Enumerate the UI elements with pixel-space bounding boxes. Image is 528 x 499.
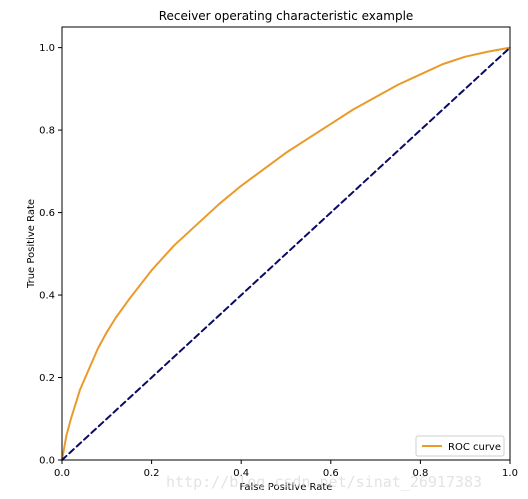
y-tick-label: 0.2: [39, 373, 55, 384]
plot-frame: [61, 26, 511, 461]
y-tick-label: 1.0: [39, 43, 55, 54]
x-tick-label: 0.0: [54, 468, 70, 479]
roc-curve-line: [61, 46, 511, 461]
ticks-layer: 0.0 0.2 0.4 0.6 0.8 1.0 0.0 0.2 0.4 0.6 0.8 1.0: [39, 43, 518, 479]
legend: ROC curve: [415, 435, 505, 457]
legend-box: [415, 435, 505, 457]
x-tick-label: 1.0: [502, 468, 518, 479]
y-tick-label: 0.4: [39, 291, 55, 302]
x-tick-label: 0.6: [323, 468, 339, 479]
y-tick-label: 0.8: [39, 126, 55, 137]
plot-area: [62, 27, 510, 460]
y-axis-label: True Positive Rate: [26, 199, 37, 289]
y-tick-label: 0.6: [39, 208, 55, 219]
chart-title: Receiver operating characteristic exampl…: [159, 9, 414, 23]
plot-layer: [61, 26, 511, 461]
x-tick-label: 0.2: [144, 468, 160, 479]
diagonal-reference-line: [61, 46, 511, 461]
y-tick-label: 0.0: [39, 456, 55, 467]
watermark-text: http://blog.csdn.net/sinat_26917383: [166, 473, 482, 491]
x-axis-label: False Positive Rate: [240, 482, 333, 493]
x-tick-label: 0.4: [233, 468, 249, 479]
x-tick-label: 0.8: [412, 468, 428, 479]
legend-label-roc-curve: ROC curve: [448, 442, 501, 453]
